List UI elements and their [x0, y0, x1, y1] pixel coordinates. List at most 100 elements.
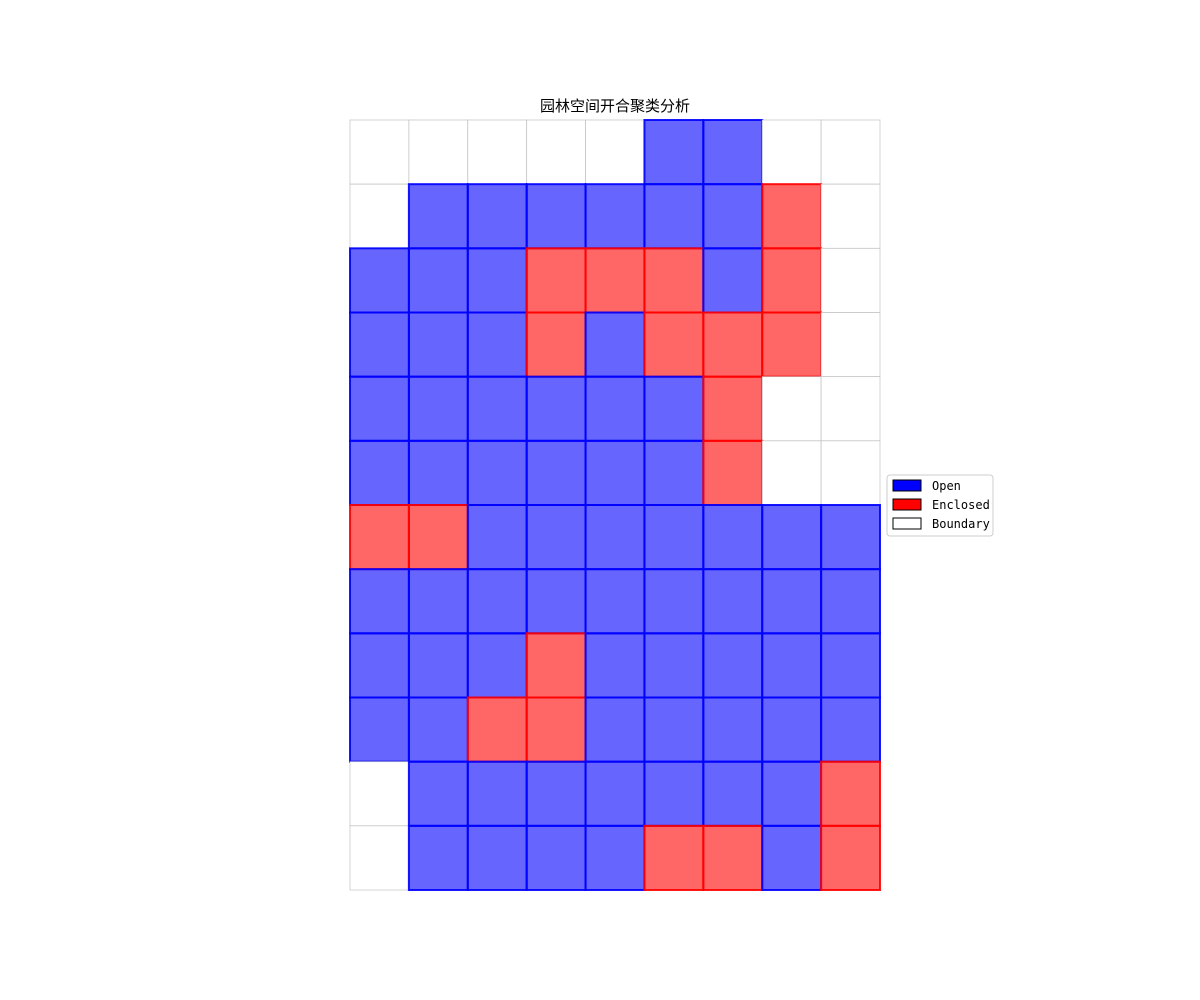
- heatmap-cell-2-3: [525, 247, 587, 314]
- heatmap-cell-7-4: [584, 568, 646, 635]
- heatmap-cell-11-3: [525, 824, 587, 892]
- heatmap-cell-11-7: [761, 824, 823, 892]
- heatmap-cell-0-1: [408, 119, 469, 185]
- heatmap-cell-3-2: [466, 311, 528, 378]
- heatmap-cell-10-2: [466, 760, 528, 827]
- heatmap-cell-11-0: [349, 825, 410, 891]
- heatmap-cell-5-8: [820, 440, 881, 506]
- heatmap-cell-7-7: [761, 568, 823, 635]
- heatmap-cell-9-3: [525, 696, 587, 763]
- heatmap-cell-3-8: [820, 312, 881, 378]
- heatmap-grid: [349, 119, 881, 892]
- heatmap-cell-3-6: [702, 311, 764, 378]
- heatmap-cell-6-8: [820, 504, 881, 571]
- heatmap-cell-10-4: [584, 760, 646, 827]
- heatmap-cell-5-5: [643, 439, 705, 506]
- heatmap-cell-0-2: [467, 119, 528, 185]
- heatmap-cell-2-8: [820, 247, 881, 313]
- heatmap-cell-0-3: [526, 119, 586, 185]
- heatmap-cell-2-4: [584, 247, 646, 314]
- legend-label-boundary: Boundary: [932, 517, 990, 531]
- legend-label-open: Open: [932, 479, 961, 493]
- heatmap-cell-2-7: [761, 247, 823, 314]
- heatmap-cell-0-4: [585, 119, 645, 185]
- heatmap-cell-1-7: [761, 183, 823, 250]
- heatmap-cell-5-3: [525, 439, 587, 506]
- heatmap-cell-8-2: [466, 632, 528, 699]
- heatmap-cell-4-4: [584, 375, 646, 442]
- heatmap-cell-3-7: [761, 311, 823, 378]
- heatmap-cell-8-4: [584, 632, 646, 699]
- heatmap-cell-2-6: [702, 247, 764, 314]
- heatmap-cell-5-4: [584, 439, 646, 506]
- heatmap-cell-0-8: [820, 119, 881, 185]
- heatmap-cell-2-2: [466, 247, 528, 314]
- legend-swatch-open: [892, 479, 922, 492]
- heatmap-cell-10-6: [702, 760, 764, 827]
- heatmap-cell-11-5: [643, 824, 705, 892]
- heatmap-cell-6-7: [761, 504, 823, 571]
- heatmap-cell-5-1: [407, 439, 469, 506]
- heatmap-cell-8-0: [349, 632, 410, 699]
- heatmap-cell-11-4: [584, 824, 646, 892]
- heatmap-cell-8-7: [761, 632, 823, 699]
- heatmap-cell-9-5: [643, 696, 705, 763]
- heatmap-cell-0-0: [349, 119, 410, 185]
- legend-swatch-boundary: [892, 517, 922, 530]
- heatmap-cell-6-3: [525, 504, 587, 571]
- heatmap-cell-0-5: [643, 119, 705, 186]
- heatmap-cell-10-1: [407, 760, 469, 827]
- heatmap-cell-11-2: [466, 824, 528, 892]
- heatmap-cell-7-8: [820, 568, 881, 635]
- heatmap-cell-3-5: [643, 311, 705, 378]
- heatmap-cell-11-8: [820, 824, 881, 892]
- heatmap-cell-9-4: [584, 696, 646, 763]
- heatmap-cell-10-5: [643, 760, 705, 827]
- heatmap-cell-2-0: [349, 247, 410, 314]
- heatmap-cell-7-2: [466, 568, 528, 635]
- heatmap-cell-9-7: [761, 696, 823, 763]
- legend-swatch-enclosed: [892, 498, 922, 511]
- heatmap-cell-1-3: [525, 183, 587, 250]
- heatmap-cell-7-3: [525, 568, 587, 635]
- heatmap-cell-4-5: [643, 375, 705, 442]
- heatmap-cell-0-7: [761, 119, 822, 185]
- heatmap-cell-7-6: [702, 568, 764, 635]
- heatmap-cell-6-0: [349, 504, 410, 571]
- chart-title: 园林空间开合聚类分析: [540, 97, 690, 115]
- heatmap-cell-1-2: [466, 183, 528, 250]
- heatmap-cell-6-1: [407, 504, 469, 571]
- heatmap-cell-1-4: [584, 183, 646, 250]
- heatmap-cell-4-6: [702, 375, 764, 442]
- heatmap-cell-0-6: [702, 119, 764, 186]
- heatmap-cell-4-1: [407, 375, 469, 442]
- heatmap-cell-7-0: [349, 568, 410, 635]
- heatmap-cell-5-2: [466, 439, 528, 506]
- heatmap-cell-4-2: [466, 375, 528, 442]
- heatmap-cell-3-4: [584, 311, 646, 378]
- heatmap-cell-2-5: [643, 247, 705, 314]
- heatmap-cell-3-0: [349, 311, 410, 378]
- heatmap-cell-5-6: [702, 439, 764, 506]
- heatmap-cell-9-6: [702, 696, 764, 763]
- heatmap-cell-11-6: [702, 824, 764, 892]
- heatmap-cell-8-5: [643, 632, 705, 699]
- heatmap-cell-8-1: [407, 632, 469, 699]
- heatmap-cell-10-3: [525, 760, 587, 827]
- heatmap-cell-5-7: [761, 440, 822, 506]
- heatmap-cell-6-5: [643, 504, 705, 571]
- heatmap-cell-4-7: [761, 376, 822, 442]
- heatmap-cell-4-3: [525, 375, 587, 442]
- heatmap-cell-8-6: [702, 632, 764, 699]
- heatmap-cell-7-1: [407, 568, 469, 635]
- heatmap-cell-5-0: [349, 439, 410, 506]
- heatmap-cell-1-1: [407, 183, 469, 250]
- heatmap-cell-10-0: [349, 761, 410, 827]
- heatmap-cell-10-7: [761, 760, 823, 827]
- heatmap-cell-2-1: [407, 247, 469, 314]
- legend: Open Enclosed Boundary: [886, 474, 994, 537]
- heatmap-cell-4-8: [820, 376, 881, 442]
- heatmap-cell-9-1: [407, 696, 469, 763]
- heatmap-cell-7-5: [643, 568, 705, 635]
